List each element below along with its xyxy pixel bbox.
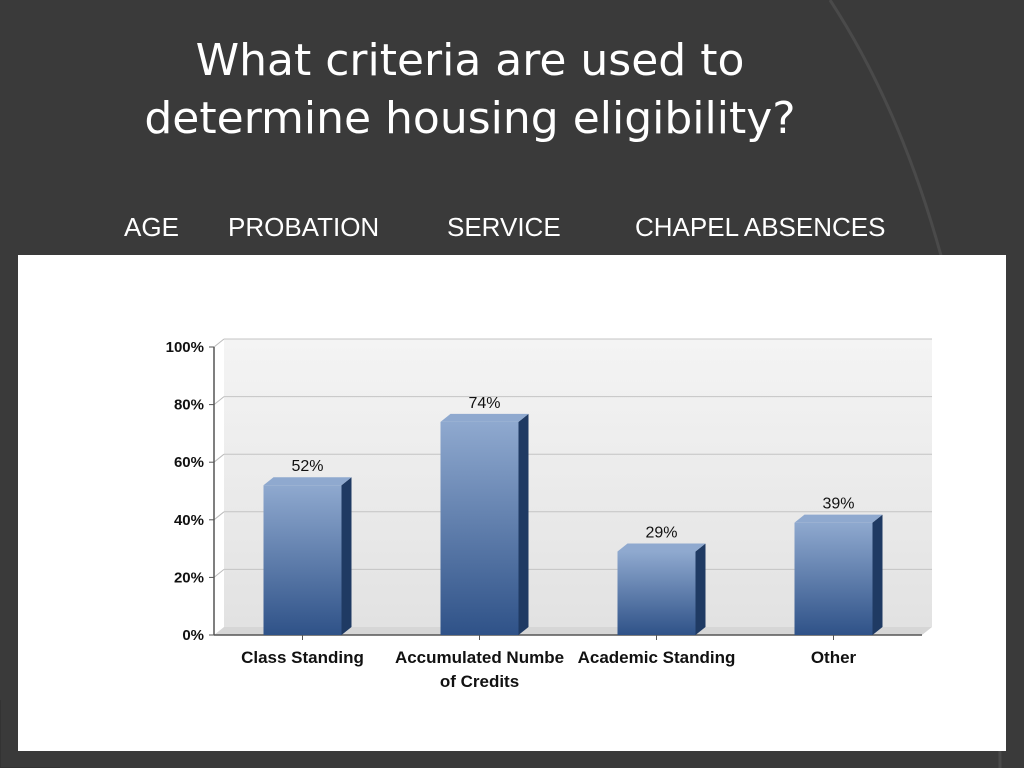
y-tick-label: 100% <box>166 339 204 356</box>
y-tick-label: 20% <box>174 569 204 586</box>
criteria-chapel-absences: CHAPEL ABSENCES <box>635 212 886 242</box>
gridline-diagonal <box>213 569 225 578</box>
bar <box>263 485 342 635</box>
x-category-label: of Credits <box>440 672 519 691</box>
slide-title-line-1: What criteria are used to <box>195 35 745 86</box>
y-tick-label: 80% <box>174 397 204 414</box>
bar-top <box>263 477 352 486</box>
gridline-diagonal <box>213 396 225 405</box>
bar <box>794 522 873 635</box>
bar-top <box>440 413 529 422</box>
x-category-label: Class Standing <box>241 648 364 667</box>
bar-value-label: 39% <box>822 496 854 513</box>
criteria-age: AGE <box>124 212 179 242</box>
criteria-service: SERVICE <box>447 212 561 242</box>
plot-floor <box>214 627 932 635</box>
bar-chart: 0% 20% 40% 60% 80% 100% 52% Class Standing 74% Ac… <box>166 338 932 691</box>
bar-top <box>617 543 706 552</box>
bar-side <box>872 514 883 635</box>
x-category-label: Other <box>811 648 857 667</box>
bar-value-label: 74% <box>468 395 500 412</box>
bar-value-label: 29% <box>645 524 677 541</box>
x-category-label: Academic Standing <box>578 648 736 667</box>
y-tick-label: 60% <box>174 454 204 471</box>
bar-top <box>794 514 883 523</box>
criteria-probation: PROBATION <box>228 212 380 242</box>
y-tick-label: 40% <box>174 512 204 529</box>
bar-side <box>518 413 529 635</box>
bar-side <box>695 543 706 635</box>
bar <box>617 551 696 635</box>
bar-side <box>341 477 352 635</box>
gridline-diagonal <box>213 511 225 521</box>
gridline-diagonal <box>213 338 225 348</box>
slide-title: What criteria are used to determine hous… <box>80 32 860 148</box>
x-category-label: Accumulated Numbe <box>395 648 564 667</box>
bar-value-label: 52% <box>291 458 323 475</box>
y-tick-label: 0% <box>182 627 204 644</box>
bar <box>440 421 519 635</box>
slide-title-line-2: determine housing eligibility? <box>144 93 796 144</box>
chart-panel: 0% 20% 40% 60% 80% 100% 52% Class Standing 74% Ac… <box>18 255 1006 751</box>
gridline-diagonal <box>213 453 225 463</box>
